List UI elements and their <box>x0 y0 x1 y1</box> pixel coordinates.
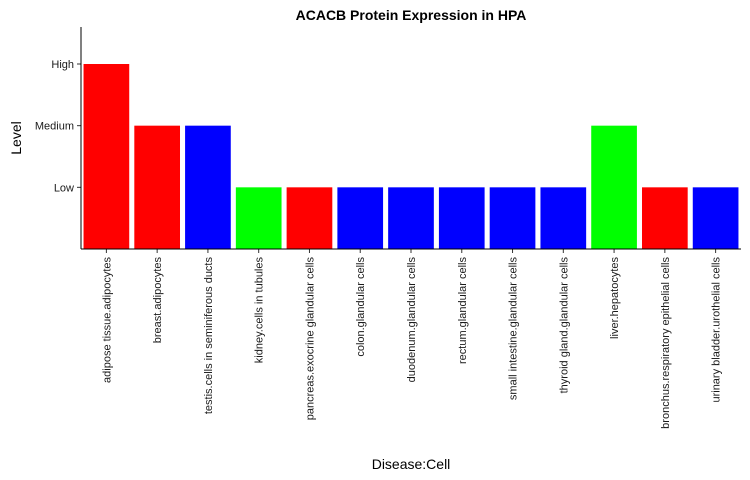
y-axis-title: Level <box>8 121 24 154</box>
x-axis: adipose tissue.adipocytes breast.adipocyt… <box>101 249 723 429</box>
bar-group <box>83 64 739 249</box>
bar <box>235 187 282 249</box>
x-tick-label: liver.hepatocytes <box>609 257 621 339</box>
x-axis-title: Disease:Cell <box>372 456 451 472</box>
y-tick-label: Low <box>54 182 74 194</box>
bar <box>692 187 739 249</box>
x-tick-label: duodenum.glandular cells <box>406 257 418 383</box>
y-tick-label: High <box>51 59 74 71</box>
x-tick-label: urinary bladder.urothelial cells <box>711 257 723 403</box>
bar <box>134 125 180 249</box>
x-tick-label: rectum.glandular cells <box>457 257 469 364</box>
y-tick-label: Medium <box>35 121 74 133</box>
x-tick-label: bronchus.respiratory epithelial cells <box>660 257 672 429</box>
bar <box>540 187 587 249</box>
x-tick-label: breast.adipocytes <box>152 257 164 344</box>
bar <box>337 187 384 249</box>
x-tick-label: testis.cells in seminiferous ducts <box>203 257 215 415</box>
bar <box>591 125 637 249</box>
x-tick-label: colon.glandular cells <box>355 257 367 357</box>
bar <box>83 64 130 249</box>
x-tick-label: kidney.cells in tubules <box>254 257 266 364</box>
bar <box>388 187 434 249</box>
x-tick-label: small intestine.glandular cells <box>508 257 520 401</box>
bar <box>489 187 536 249</box>
chart-title: ACACB Protein Expression in HPA <box>296 7 527 23</box>
x-tick-label: adipose tissue.adipocytes <box>101 257 113 383</box>
x-tick-label: pancreas.exocrine glandular cells <box>304 257 316 421</box>
x-tick-label: thyroid gland.glandular cells <box>558 257 570 394</box>
y-axis: Low Medium High <box>35 59 81 194</box>
bar <box>185 125 231 249</box>
bar <box>286 187 333 249</box>
bar <box>642 187 688 249</box>
bar <box>438 187 485 249</box>
